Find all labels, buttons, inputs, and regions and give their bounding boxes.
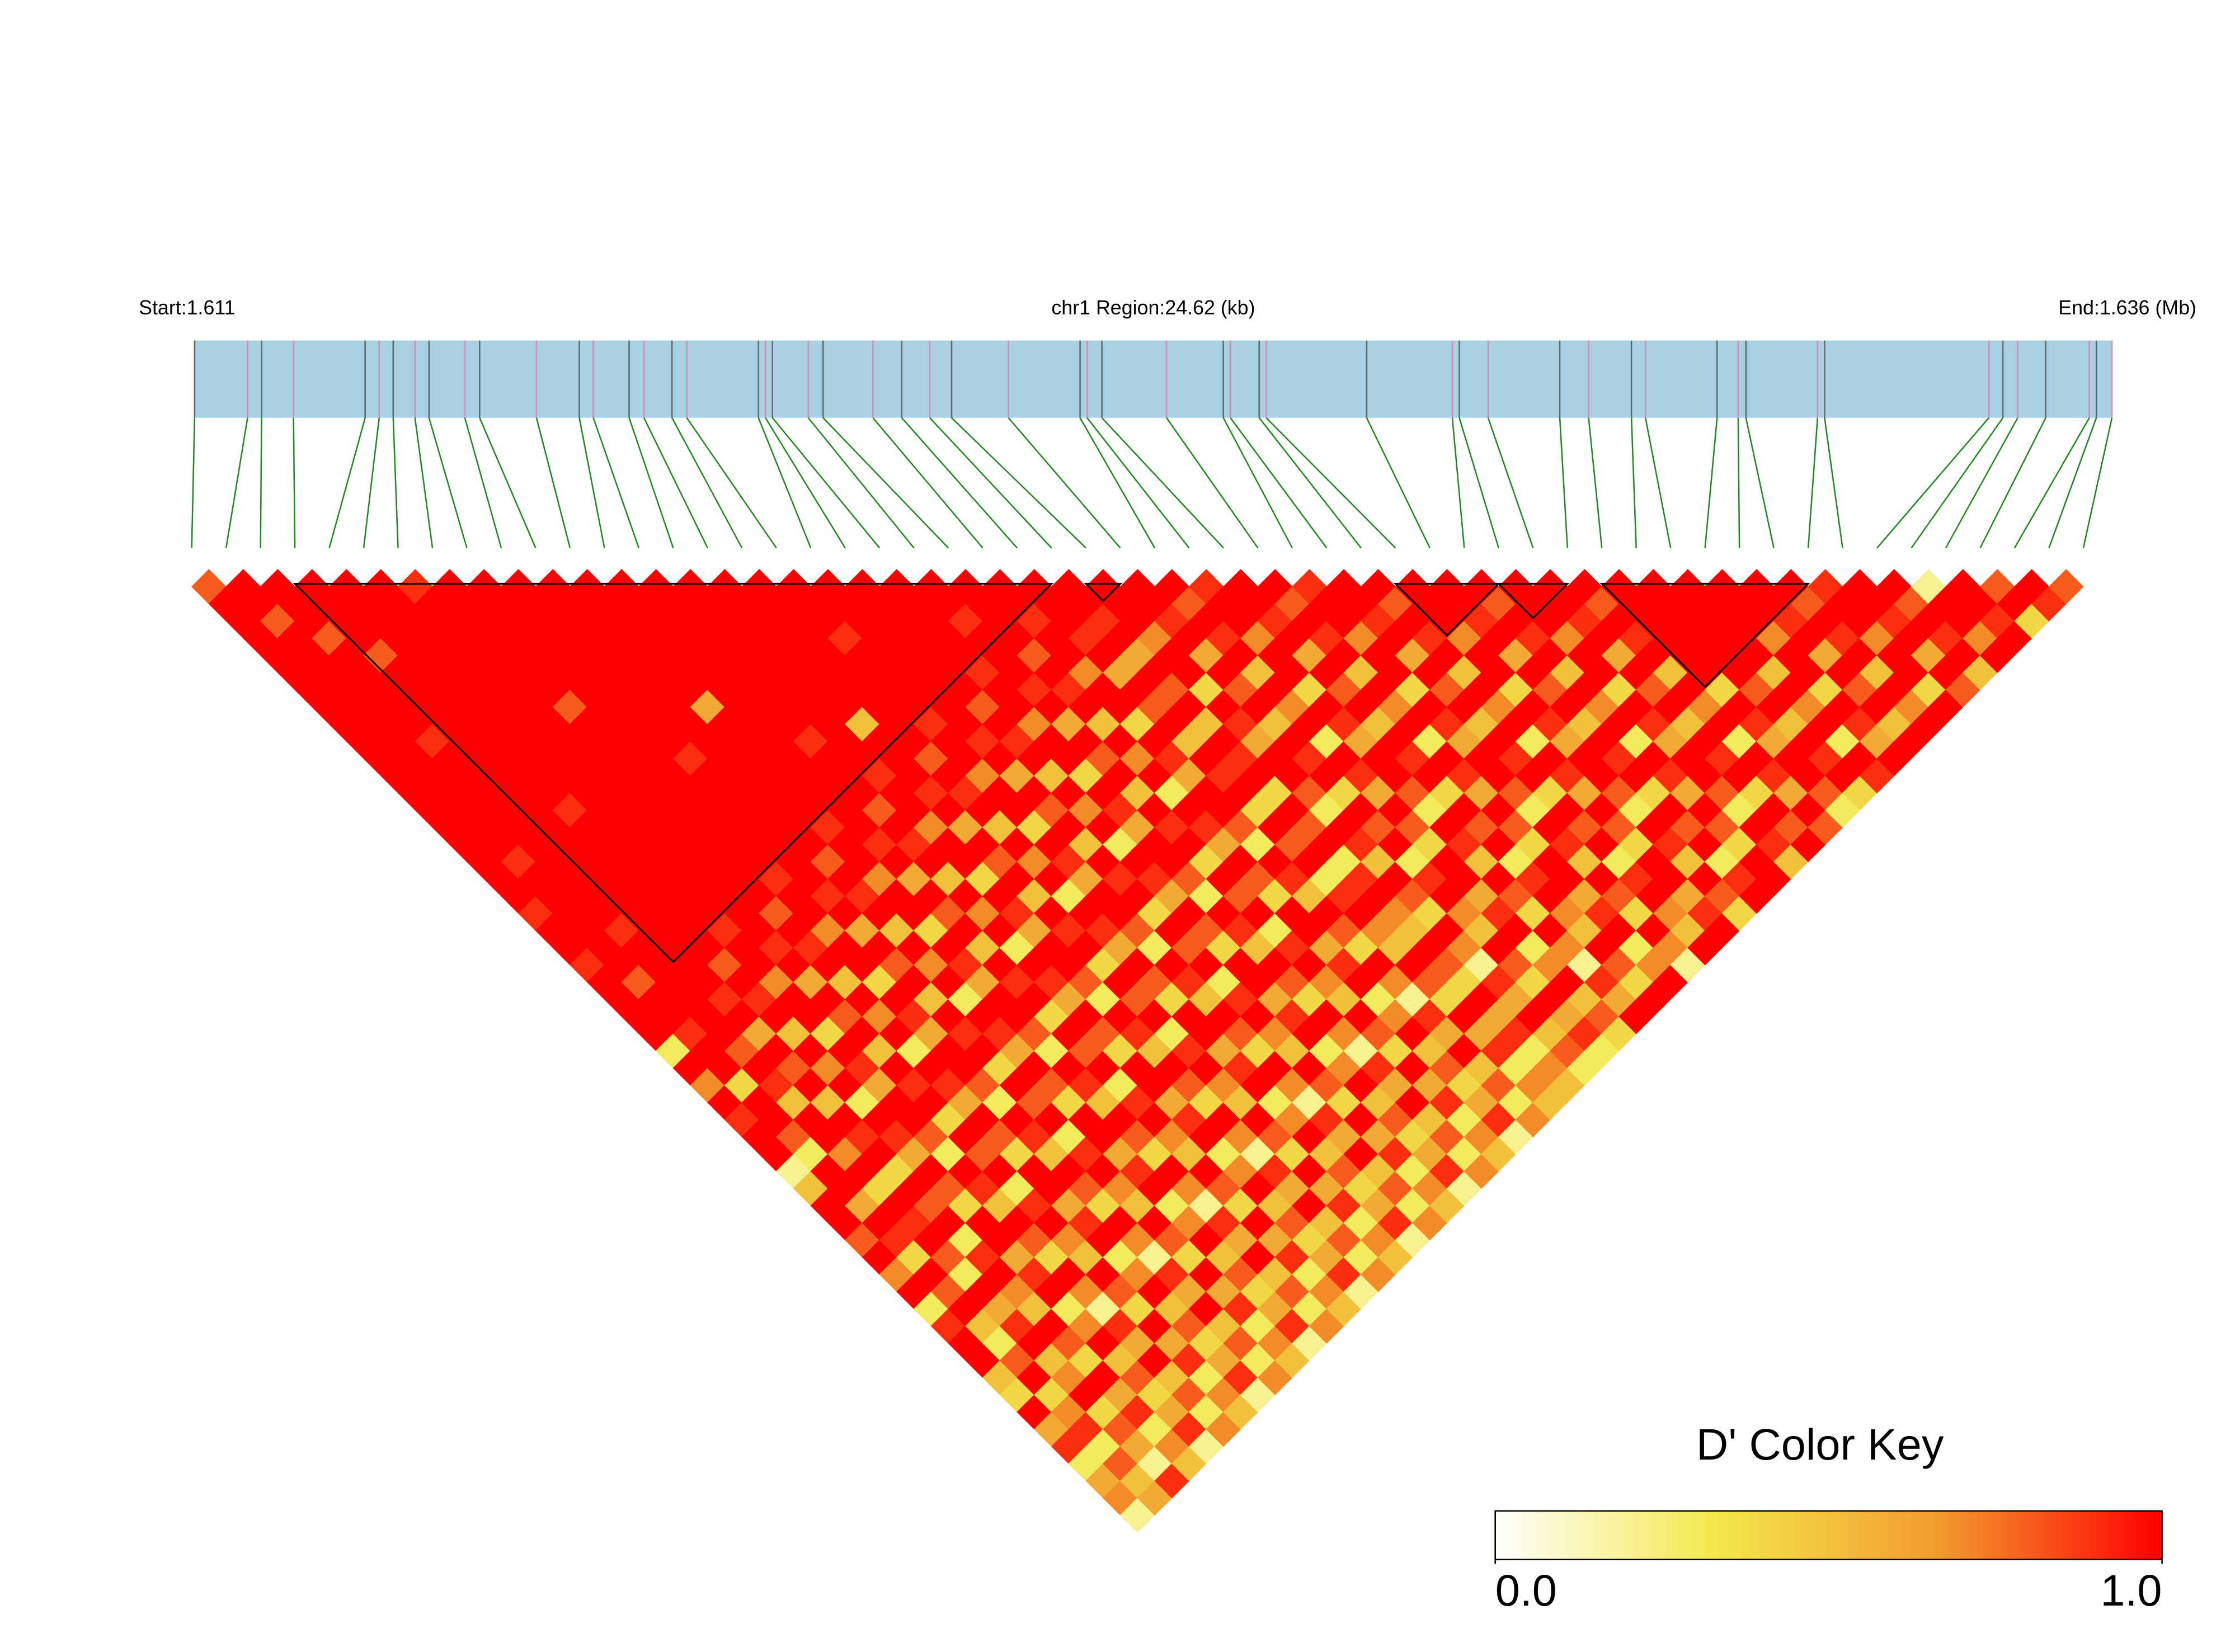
- snp-connector: [1222, 417, 1293, 549]
- ld-block: [293, 582, 1054, 963]
- snp-connector: [686, 417, 777, 549]
- ld-cell: [2048, 569, 2084, 605]
- color-key-tick-label: 0.0: [1495, 1565, 1557, 1615]
- snp-connector: [1008, 417, 1121, 549]
- snp-connector: [363, 417, 380, 548]
- snp-connector: [578, 417, 605, 548]
- snp-connector: [1588, 417, 1603, 548]
- snp-connector: [1458, 417, 1500, 548]
- region-label: chr1 Region:24.62 (kb): [1051, 296, 1255, 319]
- snp-connector: [191, 417, 196, 548]
- snp-connector: [643, 417, 708, 549]
- ld-block: [1599, 582, 1810, 689]
- ld-block: [1393, 582, 1501, 637]
- snp-connector: [260, 417, 262, 548]
- color-key-bar: [1494, 1510, 2163, 1561]
- snp-connector: [1086, 417, 1190, 549]
- snp-connector: [428, 417, 468, 548]
- snp-connector: [2048, 417, 2097, 548]
- snp-connector: [1101, 417, 1224, 549]
- snp-connector: [901, 417, 1018, 549]
- snp-connector: [671, 417, 743, 549]
- snp-connector: [1230, 417, 1328, 549]
- ld-block: [1084, 582, 1123, 603]
- snp-connector: [1704, 417, 1718, 548]
- snp-connector: [1630, 417, 1638, 548]
- color-key-tick-label: 1.0: [2100, 1565, 2162, 1615]
- snp-connector: [1079, 417, 1156, 549]
- snp-connector: [1807, 417, 1819, 548]
- ld-block: [1497, 582, 1570, 620]
- color-key-title: D' Color Key: [1696, 1419, 1944, 1469]
- snp-connector: [2013, 417, 2090, 549]
- snp-connector: [757, 417, 812, 549]
- snp-connector: [1911, 417, 2004, 549]
- snp-connector: [1644, 417, 1672, 548]
- snp-connector: [1559, 417, 1569, 548]
- snp-connector: [1979, 417, 2046, 549]
- snp-connector: [765, 417, 846, 549]
- snp-connector: [1737, 417, 1740, 548]
- snp-connector: [1487, 417, 1534, 548]
- snp-connector: [807, 417, 915, 549]
- snp-connector: [1258, 417, 1362, 549]
- snp-connector: [1265, 417, 1396, 549]
- region-bar: [194, 340, 2112, 418]
- snp-connector: [293, 417, 296, 548]
- snp-connector: [822, 417, 949, 549]
- end-label: End:1.636 (Mb): [2058, 296, 2196, 319]
- snp-connector: [628, 417, 674, 548]
- snp-connector: [1945, 417, 2018, 549]
- snp-connector: [328, 417, 366, 548]
- snp-connector: [1166, 417, 1259, 549]
- snp-connector: [464, 417, 502, 548]
- snp-connector: [2082, 417, 2113, 548]
- snp-connector: [951, 417, 1086, 549]
- start-label: Start:1.611: [139, 296, 235, 319]
- snp-connector: [479, 417, 537, 549]
- snp-connector: [535, 417, 571, 548]
- snp-connector: [592, 417, 640, 548]
- snp-connector: [872, 417, 984, 549]
- snp-connector: [929, 417, 1052, 549]
- snp-connector: [225, 417, 248, 548]
- snp-connector: [392, 417, 399, 548]
- snp-connector: [414, 417, 434, 548]
- snp-connector: [771, 417, 881, 549]
- snp-connector: [1366, 417, 1431, 549]
- snp-connector: [1876, 417, 1990, 549]
- snp-connector: [1824, 417, 1843, 548]
- snp-connector: [1451, 417, 1465, 548]
- snp-connector: [1745, 417, 1775, 548]
